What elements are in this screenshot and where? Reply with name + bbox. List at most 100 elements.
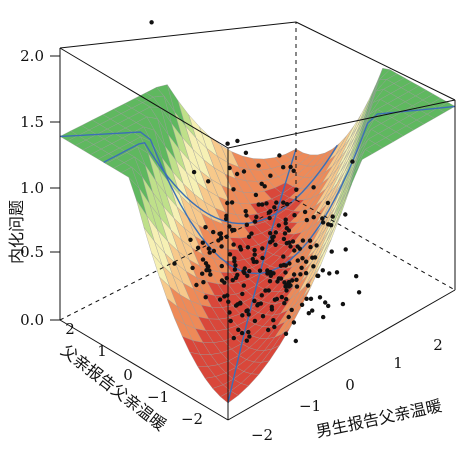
scatter-point: [276, 223, 281, 228]
scatter-point: [240, 291, 245, 297]
scatter-point: [308, 244, 313, 250]
z-tick-label: 1.0: [20, 179, 44, 197]
scatter-point: [343, 212, 348, 217]
scatter-point: [256, 202, 261, 207]
scatter-point: [284, 202, 290, 207]
scatter-point: [299, 302, 305, 307]
scatter-point: [247, 268, 252, 274]
scatter-point: [304, 259, 309, 264]
scatter-point: [235, 138, 240, 144]
scatter-point: [273, 230, 278, 235]
scatter-point: [295, 258, 300, 263]
ridge-line-cross: [103, 142, 338, 225]
scatter-point: [281, 200, 286, 205]
scatter-point: [323, 300, 328, 305]
scatter-point: [327, 271, 332, 276]
scatter-point: [356, 290, 362, 295]
scatter-point: [231, 187, 236, 192]
scatter-point: [246, 329, 251, 335]
box-edge: [59, 47, 229, 149]
scatter-point: [252, 298, 257, 304]
scatter-point: [201, 280, 206, 285]
scatter-point: [290, 278, 295, 283]
scatter-point: [283, 331, 289, 336]
x-tick-label: −1: [299, 397, 321, 415]
scatter-point: [291, 272, 297, 277]
scatter-point: [244, 338, 249, 343]
scatter-point: [284, 297, 289, 302]
scatter-point: [329, 249, 334, 254]
scatter-point: [217, 297, 223, 302]
scatter-point: [320, 216, 325, 221]
z-tick-label: 0.5: [20, 243, 44, 261]
scatter-point: [206, 246, 211, 251]
scatter-point: [304, 296, 309, 301]
scatter-point: [211, 229, 216, 235]
scatter-point: [234, 171, 240, 177]
scatter-point: [273, 242, 278, 247]
bounding-box: [50, 21, 456, 421]
scatter-point: [282, 280, 287, 285]
scatter-point: [282, 231, 288, 236]
y-tick-label: −1: [147, 388, 169, 406]
scatter-point: [228, 318, 233, 324]
scatter-point: [207, 250, 212, 255]
scatter-point: [245, 273, 250, 278]
scatter-point: [275, 279, 280, 284]
scatter-point: [308, 296, 314, 301]
ridge-line-antidiagonal: [59, 105, 456, 275]
ridge-lines: [59, 105, 456, 404]
scatter-point: [328, 223, 334, 228]
scatter-point: [320, 220, 326, 225]
box-edge: [227, 289, 456, 421]
scatter-point: [299, 265, 304, 270]
scatter-point: [249, 231, 254, 236]
scatter-point: [243, 209, 248, 214]
scatter-point: [311, 185, 316, 190]
scatter-point: [240, 313, 245, 318]
scatter-point: [259, 293, 264, 298]
scatter-point: [320, 268, 325, 273]
scatter-point: [263, 288, 268, 293]
scatter-point: [172, 261, 177, 266]
y-tick-label: 1: [97, 342, 107, 360]
scatter-point: [219, 278, 225, 283]
y-tick-label: 2: [65, 320, 75, 338]
scatter-point: [268, 231, 273, 236]
scatter-point: [203, 295, 208, 300]
scatter-point: [211, 248, 217, 254]
scatter-point: [257, 268, 263, 273]
scatter-point: [303, 271, 309, 276]
scatter-point: [254, 214, 259, 220]
scatter-point: [225, 293, 230, 298]
scatter-point: [307, 238, 313, 243]
scatter-point: [239, 330, 245, 336]
scatter-point: [282, 301, 287, 306]
scatter-point: [268, 209, 273, 214]
scatter-point: [305, 283, 311, 288]
scatter-point: [268, 173, 273, 178]
z-tick-label: 1.5: [20, 113, 44, 131]
scatter-point: [286, 314, 291, 320]
z-axis-title: 内化问题: [7, 200, 26, 264]
scatter-point: [225, 141, 230, 146]
scatter-point: [225, 200, 230, 206]
scatter-point: [300, 238, 306, 243]
box-edge-hidden: [295, 199, 456, 291]
scatter-point: [200, 240, 205, 245]
scatter-point: [264, 201, 269, 206]
scatter-point: [267, 215, 272, 221]
scatter-point: [350, 159, 355, 164]
scatter-point: [266, 327, 271, 333]
scatter-point: [246, 234, 252, 239]
scatter-point: [149, 20, 154, 25]
z-tick-label: 0.0: [20, 311, 44, 329]
scatter-point: [270, 238, 275, 243]
x-axis-title: 男生报告父亲温暖: [314, 396, 443, 441]
scatter-point: [270, 235, 275, 240]
scatter-point: [289, 307, 294, 313]
scatter-point: [284, 226, 289, 231]
scatter-point: [272, 297, 278, 302]
